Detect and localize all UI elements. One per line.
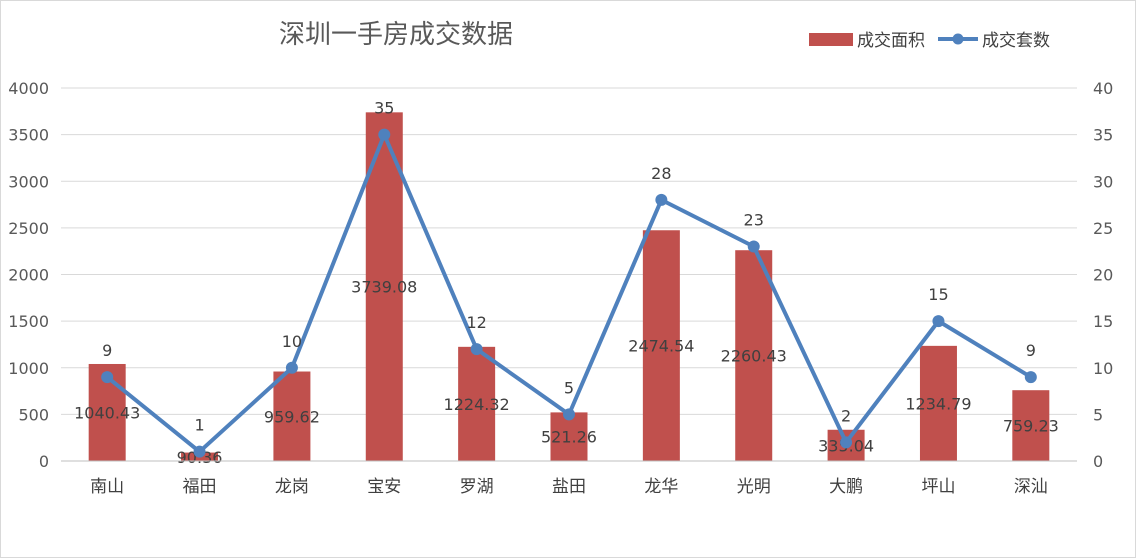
- line-point: [193, 445, 206, 458]
- bar: [1012, 390, 1050, 461]
- x-tick-label: 南山: [90, 477, 124, 497]
- line-data-label: 10: [282, 332, 302, 351]
- bar-data-labels: 1040.4390.36959.623739.081224.32521.2624…: [74, 278, 1059, 467]
- y-tick-label-right: 5: [1093, 405, 1103, 424]
- x-axis: 南山 福田 龙岗 宝安 罗湖 盐田 龙华 光明 大鹏 坪山 深汕: [61, 460, 1077, 497]
- x-tick-label: 深汕: [1014, 477, 1048, 497]
- line-data-label: 12: [466, 313, 486, 332]
- bar: [273, 371, 311, 461]
- line-data-labels: 9 1 10 35 12 5 28 23 2 15 9: [102, 99, 1036, 435]
- x-tick-label: 龙岗: [275, 477, 309, 497]
- line-point: [470, 343, 483, 356]
- bar: [735, 250, 773, 461]
- bar-data-label: 2260.43: [721, 347, 787, 366]
- line-data-label: 23: [744, 211, 764, 230]
- line-point: [840, 436, 853, 449]
- line-point: [285, 361, 298, 374]
- line-data-label: 1: [194, 416, 204, 435]
- bar-data-label: 2474.54: [628, 337, 694, 356]
- line-data-label: 2: [841, 406, 851, 425]
- y-tick-label-right: 20: [1093, 266, 1113, 285]
- line-point: [563, 408, 575, 421]
- x-tick-label: 宝安: [367, 477, 401, 497]
- bar-data-label: 521.26: [541, 428, 597, 447]
- y-tick-label-right: 10: [1093, 359, 1113, 378]
- line-series: [101, 128, 1037, 458]
- y-tick-label-right: 0: [1093, 452, 1103, 471]
- y-axis-left: 0 500 1000 1500 2000 2500 3000 3500 4000: [8, 79, 49, 471]
- line-data-label: 15: [928, 285, 948, 304]
- y-tick-label-left: 4000: [8, 79, 49, 98]
- line-point: [747, 240, 760, 253]
- chart-title: 深圳一手房成交数据: [279, 20, 513, 50]
- bar: [642, 230, 680, 461]
- line-point: [101, 371, 114, 384]
- series-line: [105, 132, 1032, 454]
- bar-data-label: 759.23: [1003, 417, 1059, 436]
- y-tick-label-right: 30: [1093, 172, 1113, 191]
- x-tick-label: 坪山: [921, 477, 955, 497]
- bar-data-label: 3739.08: [351, 278, 417, 297]
- line-point: [378, 128, 391, 141]
- y-tick-label-left: 1500: [8, 312, 49, 331]
- y-axis-right: 0 5 10 15 20 25 30 35 40: [1093, 79, 1113, 471]
- bar: [458, 346, 496, 461]
- bar-data-label: 1234.79: [905, 394, 971, 413]
- x-tick-label: 大鹏: [829, 477, 863, 497]
- bar: [550, 412, 588, 461]
- legend-bar-swatch: [809, 33, 853, 46]
- y-tick-label-left: 1000: [8, 359, 49, 378]
- x-tick-label: 罗湖: [460, 477, 494, 497]
- x-tick-label: 光明: [737, 477, 771, 497]
- bar-data-label: 1040.43: [74, 403, 140, 422]
- line-data-label: 28: [651, 164, 671, 183]
- bar: [919, 345, 957, 461]
- y-tick-label-left: 3500: [8, 126, 49, 145]
- legend-line-label: 成交套数: [982, 31, 1050, 51]
- y-tick-label-left: 2500: [8, 219, 49, 238]
- y-tick-label-left: 3000: [8, 172, 49, 191]
- y-tick-label-left: 500: [18, 405, 49, 424]
- y-tick-label-right: 35: [1093, 126, 1113, 145]
- legend-bar-label: 成交面积: [857, 31, 925, 51]
- y-tick-label-right: 15: [1093, 312, 1113, 331]
- line-point: [932, 315, 945, 328]
- bar-data-label: 959.62: [264, 407, 320, 426]
- x-tick-label: 福田: [183, 477, 217, 497]
- line-data-label: 9: [1026, 341, 1036, 360]
- line-point: [655, 193, 668, 206]
- y-tick-label-right: 40: [1093, 79, 1113, 98]
- legend-line-marker: [952, 33, 964, 45]
- line-data-label: 9: [102, 341, 112, 360]
- line-point: [1024, 371, 1037, 384]
- x-tick-label: 盐田: [552, 477, 586, 497]
- y-tick-label-right: 25: [1093, 219, 1113, 238]
- line-data-label: 35: [374, 99, 394, 118]
- legend: 成交面积 成交套数: [809, 31, 1050, 51]
- bar-data-label: 1224.32: [444, 395, 510, 414]
- y-tick-label-left: 0: [39, 452, 49, 471]
- line-data-label: 5: [564, 378, 574, 397]
- y-tick-label-left: 2000: [8, 266, 49, 285]
- x-tick-label: 龙华: [644, 477, 678, 497]
